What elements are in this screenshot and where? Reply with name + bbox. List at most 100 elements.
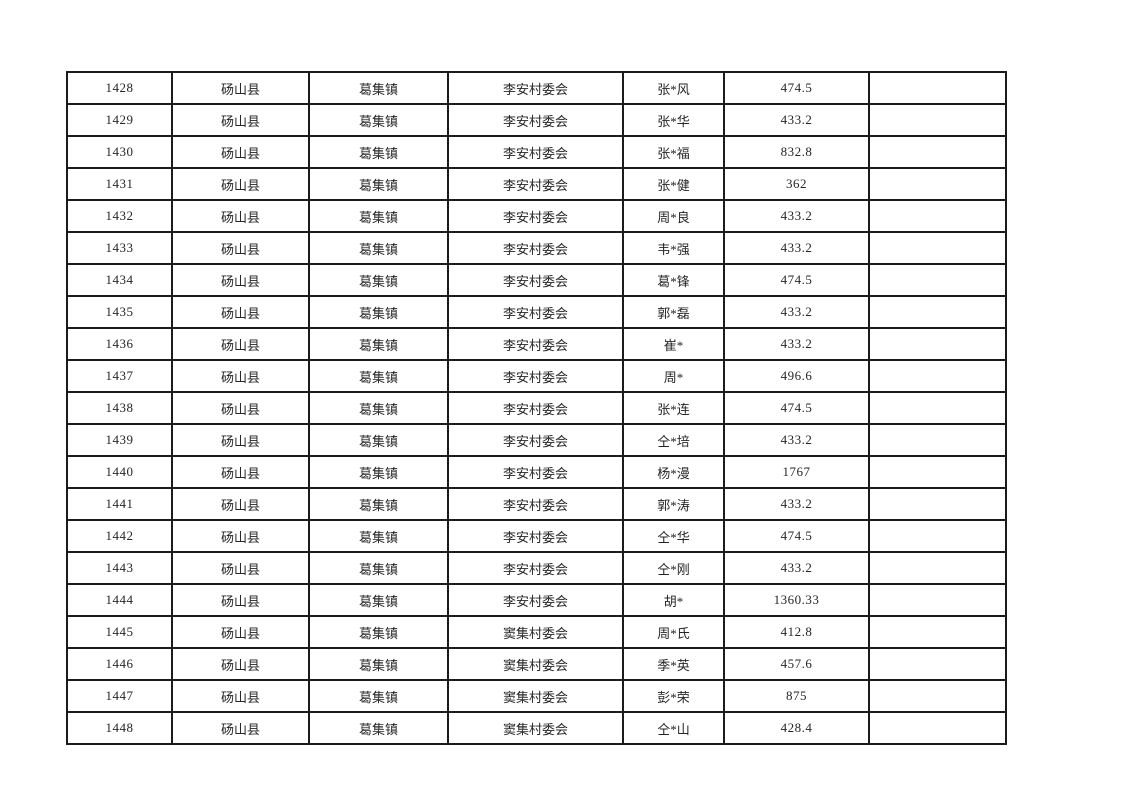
cell-amount: 428.4 xyxy=(723,711,870,745)
cell-amount: 875 xyxy=(723,679,870,713)
cell-remark xyxy=(868,103,1007,137)
cell-town: 葛集镇 xyxy=(308,135,449,169)
cell-person: 崔* xyxy=(622,327,725,361)
cell-serial: 1429 xyxy=(66,103,173,137)
cell-remark xyxy=(868,263,1007,297)
cell-county: 砀山县 xyxy=(171,103,310,137)
cell-remark xyxy=(868,551,1007,585)
cell-serial: 1439 xyxy=(66,423,173,457)
cell-town: 葛集镇 xyxy=(308,487,449,521)
cell-amount: 474.5 xyxy=(723,519,870,553)
table-row: 1439 砀山县 葛集镇 李安村委会 仝*培 433.2 xyxy=(66,423,1007,457)
cell-serial: 1442 xyxy=(66,519,173,553)
cell-town: 葛集镇 xyxy=(308,647,449,681)
cell-village: 李安村委会 xyxy=(447,103,624,137)
cell-amount: 433.2 xyxy=(723,487,870,521)
cell-amount: 474.5 xyxy=(723,391,870,425)
cell-serial: 1443 xyxy=(66,551,173,585)
cell-remark xyxy=(868,231,1007,265)
cell-amount: 496.6 xyxy=(723,359,870,393)
cell-serial: 1447 xyxy=(66,679,173,713)
cell-village: 李安村委会 xyxy=(447,391,624,425)
cell-town: 葛集镇 xyxy=(308,679,449,713)
cell-county: 砀山县 xyxy=(171,615,310,649)
cell-serial: 1441 xyxy=(66,487,173,521)
cell-person: 仝*山 xyxy=(622,711,725,745)
cell-remark xyxy=(868,359,1007,393)
cell-village: 窦集村委会 xyxy=(447,615,624,649)
cell-person: 葛*锋 xyxy=(622,263,725,297)
cell-serial: 1446 xyxy=(66,647,173,681)
table-row: 1441 砀山县 葛集镇 李安村委会 郭*涛 433.2 xyxy=(66,487,1007,521)
cell-serial: 1437 xyxy=(66,359,173,393)
table-row: 1438 砀山县 葛集镇 李安村委会 张*连 474.5 xyxy=(66,391,1007,425)
cell-remark xyxy=(868,199,1007,233)
cell-town: 葛集镇 xyxy=(308,199,449,233)
cell-amount: 474.5 xyxy=(723,263,870,297)
cell-serial: 1435 xyxy=(66,295,173,329)
cell-village: 窦集村委会 xyxy=(447,679,624,713)
cell-serial: 1444 xyxy=(66,583,173,617)
cell-town: 葛集镇 xyxy=(308,263,449,297)
table-row: 1446 砀山县 葛集镇 窦集村委会 季*英 457.6 xyxy=(66,647,1007,681)
cell-town: 葛集镇 xyxy=(308,551,449,585)
cell-county: 砀山县 xyxy=(171,423,310,457)
cell-serial: 1432 xyxy=(66,199,173,233)
cell-serial: 1428 xyxy=(66,71,173,105)
cell-serial: 1434 xyxy=(66,263,173,297)
cell-town: 葛集镇 xyxy=(308,167,449,201)
table-row: 1447 砀山县 葛集镇 窦集村委会 彭*荣 875 xyxy=(66,679,1007,713)
cell-remark xyxy=(868,647,1007,681)
table-row: 1443 砀山县 葛集镇 李安村委会 仝*刚 433.2 xyxy=(66,551,1007,585)
cell-amount: 433.2 xyxy=(723,295,870,329)
cell-remark xyxy=(868,615,1007,649)
table-row: 1444 砀山县 葛集镇 李安村委会 胡* 1360.33 xyxy=(66,583,1007,617)
cell-remark xyxy=(868,295,1007,329)
table-row: 1442 砀山县 葛集镇 李安村委会 仝*华 474.5 xyxy=(66,519,1007,553)
cell-county: 砀山县 xyxy=(171,231,310,265)
cell-remark xyxy=(868,679,1007,713)
table-row: 1430 砀山县 葛集镇 李安村委会 张*福 832.8 xyxy=(66,135,1007,169)
cell-village: 李安村委会 xyxy=(447,263,624,297)
cell-person: 周*氏 xyxy=(622,615,725,649)
cell-town: 葛集镇 xyxy=(308,711,449,745)
cell-serial: 1430 xyxy=(66,135,173,169)
cell-village: 李安村委会 xyxy=(447,551,624,585)
cell-amount: 433.2 xyxy=(723,423,870,457)
cell-person: 郭*涛 xyxy=(622,487,725,521)
cell-serial: 1431 xyxy=(66,167,173,201)
cell-serial: 1436 xyxy=(66,327,173,361)
cell-remark xyxy=(868,711,1007,745)
cell-county: 砀山县 xyxy=(171,71,310,105)
cell-amount: 832.8 xyxy=(723,135,870,169)
cell-remark xyxy=(868,519,1007,553)
cell-serial: 1445 xyxy=(66,615,173,649)
cell-amount: 412.8 xyxy=(723,615,870,649)
cell-amount: 433.2 xyxy=(723,327,870,361)
cell-county: 砀山县 xyxy=(171,519,310,553)
cell-amount: 362 xyxy=(723,167,870,201)
cell-person: 胡* xyxy=(622,583,725,617)
cell-amount: 457.6 xyxy=(723,647,870,681)
cell-village: 李安村委会 xyxy=(447,583,624,617)
cell-person: 仝*刚 xyxy=(622,551,725,585)
cell-town: 葛集镇 xyxy=(308,103,449,137)
cell-village: 李安村委会 xyxy=(447,199,624,233)
cell-county: 砀山县 xyxy=(171,391,310,425)
cell-village: 李安村委会 xyxy=(447,487,624,521)
cell-amount: 433.2 xyxy=(723,199,870,233)
cell-village: 窦集村委会 xyxy=(447,711,624,745)
cell-person: 周* xyxy=(622,359,725,393)
cell-person: 张*连 xyxy=(622,391,725,425)
cell-village: 李安村委会 xyxy=(447,167,624,201)
cell-remark xyxy=(868,487,1007,521)
cell-serial: 1440 xyxy=(66,455,173,489)
cell-village: 窦集村委会 xyxy=(447,647,624,681)
cell-village: 李安村委会 xyxy=(447,455,624,489)
cell-person: 张*健 xyxy=(622,167,725,201)
records-table-container: 1428 砀山县 葛集镇 李安村委会 张*风 474.5 1429 砀山县 葛集镇 李安村委会 张*… xyxy=(66,71,1007,745)
cell-town: 葛集镇 xyxy=(308,71,449,105)
cell-town: 葛集镇 xyxy=(308,615,449,649)
cell-remark xyxy=(868,455,1007,489)
cell-remark xyxy=(868,71,1007,105)
